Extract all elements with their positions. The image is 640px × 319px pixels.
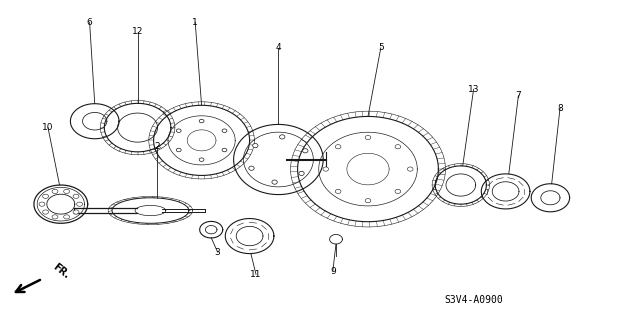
Ellipse shape bbox=[77, 202, 83, 206]
Ellipse shape bbox=[253, 144, 258, 148]
Ellipse shape bbox=[63, 189, 70, 194]
Ellipse shape bbox=[73, 210, 79, 214]
Text: FR.: FR. bbox=[51, 262, 72, 281]
Ellipse shape bbox=[52, 215, 58, 219]
Text: 8: 8 bbox=[557, 104, 563, 113]
Text: 5: 5 bbox=[378, 43, 383, 52]
Ellipse shape bbox=[335, 145, 341, 149]
Ellipse shape bbox=[177, 129, 181, 132]
Text: 9: 9 bbox=[330, 267, 335, 276]
Text: 11: 11 bbox=[250, 270, 262, 279]
Ellipse shape bbox=[272, 180, 277, 184]
Ellipse shape bbox=[39, 202, 45, 206]
Text: 6: 6 bbox=[87, 18, 92, 27]
Text: S3V4-A0900: S3V4-A0900 bbox=[444, 295, 503, 305]
Ellipse shape bbox=[280, 135, 285, 139]
Text: 4: 4 bbox=[276, 43, 281, 52]
Text: 13: 13 bbox=[468, 85, 479, 94]
Ellipse shape bbox=[395, 145, 401, 149]
Ellipse shape bbox=[395, 189, 401, 194]
Ellipse shape bbox=[335, 189, 341, 194]
Ellipse shape bbox=[249, 166, 254, 170]
Ellipse shape bbox=[52, 189, 58, 194]
Text: 12: 12 bbox=[132, 27, 143, 36]
Ellipse shape bbox=[222, 129, 227, 132]
Ellipse shape bbox=[408, 167, 413, 171]
Ellipse shape bbox=[299, 171, 304, 175]
Text: 1: 1 bbox=[193, 18, 198, 27]
Ellipse shape bbox=[303, 149, 308, 153]
Text: 7: 7 bbox=[516, 91, 521, 100]
Ellipse shape bbox=[365, 198, 371, 203]
Text: 3: 3 bbox=[215, 248, 220, 256]
Ellipse shape bbox=[365, 135, 371, 140]
Ellipse shape bbox=[199, 119, 204, 123]
Ellipse shape bbox=[63, 215, 70, 219]
Ellipse shape bbox=[222, 148, 227, 152]
Ellipse shape bbox=[323, 167, 328, 171]
Ellipse shape bbox=[43, 210, 49, 214]
Ellipse shape bbox=[177, 148, 181, 152]
Ellipse shape bbox=[199, 158, 204, 161]
Ellipse shape bbox=[73, 194, 79, 198]
Text: 10: 10 bbox=[42, 123, 54, 132]
Ellipse shape bbox=[43, 194, 49, 198]
Text: 2: 2 bbox=[154, 142, 159, 151]
